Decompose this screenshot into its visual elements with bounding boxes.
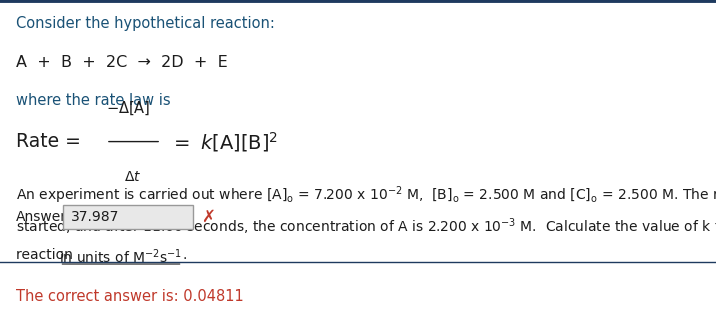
- Text: .: .: [183, 248, 187, 262]
- Text: Answer:: Answer:: [16, 210, 72, 224]
- Text: An experiment is carried out where $[\mathrm{A}]_\mathrm{o}$ = 7.200 x 10$^{-2}$: An experiment is carried out where $[\ma…: [16, 185, 716, 206]
- Text: reaction: reaction: [16, 248, 77, 262]
- Text: Consider the hypothetical reaction:: Consider the hypothetical reaction:: [16, 16, 275, 31]
- Text: The correct answer is: 0.04811: The correct answer is: 0.04811: [16, 289, 243, 304]
- Text: started, and after 11.60 seconds, the concentration of A is 2.200 x 10$^{-3}$ M.: started, and after 11.60 seconds, the co…: [16, 216, 716, 237]
- Text: 37.987: 37.987: [71, 210, 120, 224]
- Text: $\Delta t$: $\Delta t$: [124, 170, 141, 184]
- Text: A  +  B  +  2C  →  2D  +  E: A + B + 2C → 2D + E: [16, 55, 228, 70]
- Bar: [63, 205, 193, 229]
- Text: ✗: ✗: [201, 208, 215, 226]
- Text: $= \ k[\mathrm{A}][\mathrm{B}]^2$: $= \ k[\mathrm{A}][\mathrm{B}]^2$: [170, 130, 278, 154]
- Text: in units of M$^{-2}$s$^{-1}$: in units of M$^{-2}$s$^{-1}$: [59, 248, 183, 267]
- Text: where the rate law is: where the rate law is: [16, 93, 170, 108]
- Text: Rate =: Rate =: [16, 132, 87, 151]
- Text: $-\Delta[\mathrm{A}]$: $-\Delta[\mathrm{A}]$: [106, 99, 150, 117]
